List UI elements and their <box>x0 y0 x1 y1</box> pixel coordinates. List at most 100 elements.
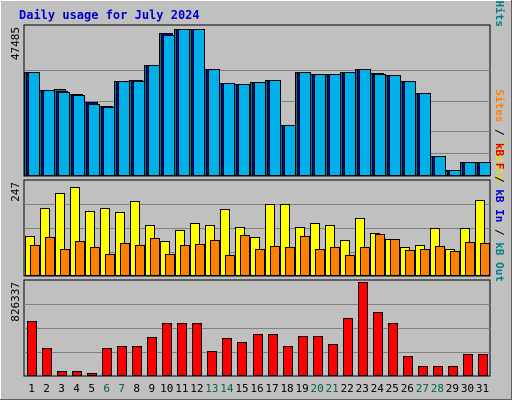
x-tick-label-day-1: 1 <box>28 382 35 395</box>
x-tick-label-day-28: 28 <box>431 382 444 395</box>
visits-panel-legend: Sites / Visits <box>493 89 506 182</box>
legend-part: / <box>493 122 506 142</box>
kb-panel-bar-kb-f-day-13 <box>207 351 217 376</box>
visits-panel-bar-sites-day-16 <box>255 249 265 276</box>
visits-panel-bar-sites-day-5 <box>90 247 100 276</box>
kb-panel-bar-kb-f-day-21 <box>328 344 338 376</box>
kb-panel-bar-kb-f-day-3 <box>57 371 67 376</box>
visits-panel-bar-sites-day-28 <box>435 246 445 276</box>
x-tick-label-day-3: 3 <box>58 382 65 395</box>
kb-panel-bar-kb-f-day-7 <box>117 346 127 376</box>
x-tick-label-day-2: 2 <box>43 382 50 395</box>
kb-panel-bar-kb-f-day-17 <box>268 334 278 376</box>
visits-panel-bar-sites-day-15 <box>240 235 250 276</box>
hits-panel-bar-pages-day-21 <box>329 74 341 176</box>
x-tick-label-day-4: 4 <box>73 382 80 395</box>
visits-panel-bar-sites-day-3 <box>60 249 70 276</box>
kb-panel-bar-kb-f-day-25 <box>388 323 398 376</box>
x-tick-label-day-25: 25 <box>386 382 399 395</box>
kb-panel-bar-kb-f-day-26 <box>403 356 413 376</box>
hits-panel-bar-pages-day-16 <box>254 82 266 176</box>
x-tick-label-day-22: 22 <box>341 382 354 395</box>
hits-panel-bar-pages-day-5 <box>88 104 100 176</box>
hits-panel-bar-pages-day-1 <box>28 72 40 176</box>
x-tick-label-day-7: 7 <box>118 382 125 395</box>
visits-panel-bar-sites-day-13 <box>210 240 220 276</box>
hits-panel-bar-pages-day-9 <box>148 65 160 176</box>
x-axis-day-labels: 1 2 3 4 5 6 7 8 9 10 11 12 13 14 15 16 17 18 19 20 21 22 23 24 2… <box>28 382 489 395</box>
visits-panel-bar-sites-day-29 <box>450 251 460 276</box>
hits-panel-bar-pages-day-13 <box>208 69 220 176</box>
hits-panel-bar-pages-day-4 <box>73 95 85 176</box>
hits-panel-bar-pages-day-2 <box>43 90 55 176</box>
kb-panel-bar-kb-f-day-4 <box>72 371 82 376</box>
x-tick-label-day-26: 26 <box>401 382 414 395</box>
kb-panel-bar-kb-f-day-20 <box>313 336 323 376</box>
x-tick-label-day-8: 8 <box>133 382 140 395</box>
visits-panel-bar-sites-day-18 <box>285 247 295 276</box>
visits-panel-bar-sites-day-22 <box>345 255 355 276</box>
hits-panel-bar-pages-day-31 <box>479 162 491 176</box>
kb-panel-bar-kb-f-day-29 <box>448 366 458 376</box>
hits-panel-bar-pages-day-3 <box>58 92 70 176</box>
hits-panel-bar-pages-day-23 <box>359 69 371 176</box>
hits-panel-bar-pages-day-30 <box>464 162 476 176</box>
visits-panel-bar-sites-day-2 <box>45 237 55 276</box>
kb-panel-bar-kb-f-day-6 <box>102 348 112 376</box>
visits-panel-bar-sites-day-24 <box>375 234 385 276</box>
kb-panel-bar-kb-f-day-23 <box>358 282 368 376</box>
x-tick-label-day-15: 15 <box>235 382 248 395</box>
kb-panel-bar-kb-f-day-14 <box>222 338 232 376</box>
chart-title: Daily usage for July 2024 <box>19 8 200 22</box>
x-tick-label-day-31: 31 <box>476 382 489 395</box>
kb-panel: 826337 kB F / kB In / kB Out <box>9 143 506 377</box>
hits-panel-bar-pages-day-11 <box>178 29 190 176</box>
hits-panel-bar-pages-day-14 <box>223 83 235 176</box>
kb-panel-bar-kb-f-day-22 <box>343 318 353 376</box>
hits-panel-bar-pages-day-8 <box>133 81 145 176</box>
kb-panel-bar-kb-f-day-2 <box>42 348 52 376</box>
kb-panel-bar-kb-f-day-16 <box>253 334 263 376</box>
visits-panel-bar-sites-day-4 <box>75 241 85 276</box>
kb-panel-bar-kb-f-day-28 <box>433 366 443 376</box>
x-tick-label-day-18: 18 <box>280 382 293 395</box>
legend-part: Hits <box>493 1 506 28</box>
hits-panel-bar-pages-day-12 <box>193 29 205 176</box>
visits-panel-bar-sites-day-20 <box>315 249 325 276</box>
kb-panel-bar-kb-f-day-11 <box>177 323 187 376</box>
kb-panel-bar-kb-f-day-30 <box>463 354 473 376</box>
kb-panel-bar-kb-f-day-19 <box>298 336 308 376</box>
x-tick-label-day-13: 13 <box>205 382 218 395</box>
hits-panel-bar-pages-day-18 <box>284 125 296 176</box>
hits-panel-bar-pages-day-10 <box>163 35 175 176</box>
x-tick-label-day-14: 14 <box>220 382 234 395</box>
hits-panel-bar-pages-day-17 <box>269 80 281 176</box>
kb-panel-bar-kb-f-day-5 <box>87 373 97 376</box>
hits-panel-bar-pages-day-28 <box>434 156 446 176</box>
visits-panel-max-label: 247 <box>9 182 22 202</box>
x-tick-label-day-17: 17 <box>265 382 278 395</box>
hits-panel-legend: Pages / Files / Hits <box>493 0 506 27</box>
visits-panel-bar-sites-day-9 <box>150 238 160 276</box>
visits-panel-bar-sites-day-14 <box>225 255 235 276</box>
hits-panel-bar-pages-day-6 <box>103 107 115 176</box>
hits-panel-bar-pages-day-27 <box>419 93 431 176</box>
x-tick-label-day-5: 5 <box>88 382 95 395</box>
x-tick-label-day-9: 9 <box>148 382 155 395</box>
x-tick-label-day-11: 11 <box>175 382 188 395</box>
visits-panel-bar-sites-day-1 <box>30 245 40 276</box>
hits-panel-bar-pages-day-19 <box>299 72 311 176</box>
legend-part: kB In <box>493 189 506 222</box>
x-tick-label-day-29: 29 <box>446 382 459 395</box>
x-tick-label-day-21: 21 <box>326 382 339 395</box>
kb-panel-bar-kb-f-day-10 <box>162 323 172 376</box>
kb-panel-legend: kB F / kB In / kB Out <box>493 143 506 282</box>
hits-panel-bar-pages-day-7 <box>118 81 130 176</box>
visits-panel-bar-sites-day-12 <box>195 244 205 276</box>
legend-part: Sites <box>493 89 506 122</box>
legend-part: / <box>493 222 506 242</box>
kb-panel-bar-kb-f-day-27 <box>418 366 428 376</box>
hits-panel: 47485 Pages / Files / Hits <box>9 0 506 177</box>
x-tick-label-day-19: 19 <box>295 382 308 395</box>
visits-panel-bar-sites-day-23 <box>360 247 370 276</box>
